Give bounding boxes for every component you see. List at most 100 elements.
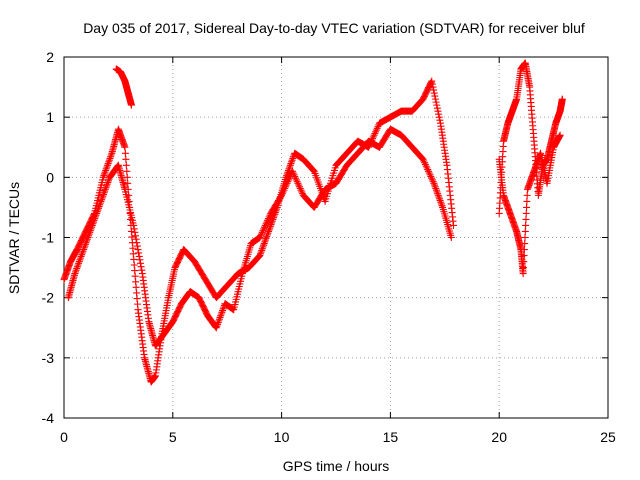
x-tick-label: 0: [60, 429, 68, 445]
data-point: [121, 143, 129, 151]
data-point: [420, 157, 428, 165]
data-point: [430, 86, 438, 94]
data-point: [101, 185, 109, 193]
data-point: [522, 215, 530, 223]
data-point: [426, 171, 434, 179]
data-point: [131, 228, 139, 236]
data-point: [281, 185, 289, 193]
data-point: [423, 164, 431, 172]
data-point: [75, 258, 83, 266]
data-point: [85, 232, 93, 240]
data-point: [80, 244, 88, 252]
data-point: [105, 158, 113, 166]
data-point: [431, 183, 439, 191]
data-point: [291, 172, 299, 180]
data-point: [99, 191, 107, 199]
data-point: [283, 179, 291, 187]
data-point: [266, 222, 274, 230]
data-point: [295, 183, 303, 191]
data-point: [72, 266, 80, 274]
data-point: [434, 190, 442, 198]
data-point: [135, 249, 143, 257]
data-point: [428, 174, 436, 182]
data-point: [294, 179, 302, 187]
data-point: [104, 177, 112, 185]
data-point: [430, 89, 438, 97]
data-point: [263, 233, 271, 241]
data-point: [263, 231, 271, 239]
data-point: [95, 204, 103, 212]
data-point: [104, 161, 112, 169]
data-point: [286, 163, 294, 171]
data-point: [419, 155, 427, 163]
data-point: [372, 128, 380, 136]
data-point: [78, 249, 86, 257]
data-point: [96, 199, 104, 207]
data-point: [309, 166, 317, 174]
data-point: [105, 156, 113, 164]
data-point: [285, 174, 293, 182]
data-point: [82, 239, 90, 247]
x-tick-label: 20: [491, 429, 507, 445]
data-point: [94, 206, 102, 214]
series-bluf-track-a: [60, 77, 458, 386]
data-point: [79, 247, 87, 255]
data-point: [263, 218, 271, 226]
data-point: [97, 197, 105, 205]
data-point: [520, 246, 528, 254]
data-point: [214, 320, 222, 328]
data-point: [286, 161, 294, 169]
data-point: [257, 248, 265, 256]
data-point: [435, 193, 443, 201]
data-point: [434, 107, 442, 115]
data-point: [98, 196, 106, 204]
data-point: [88, 223, 96, 231]
data-point: [217, 310, 225, 318]
data-point: [265, 213, 273, 221]
data-point: [106, 154, 114, 162]
data-point: [260, 225, 268, 233]
data-point: [284, 178, 292, 186]
data-point: [436, 195, 444, 203]
data-point: [437, 200, 445, 208]
data-point: [256, 252, 264, 260]
data-point: [124, 179, 132, 187]
data-point: [425, 169, 433, 177]
data-series: [60, 59, 566, 386]
data-point: [256, 234, 264, 241]
data-point: [282, 181, 290, 189]
data-point: [92, 211, 100, 219]
data-point: [424, 167, 432, 175]
data-point: [430, 179, 438, 187]
data-point: [90, 218, 98, 226]
data-point: [431, 95, 439, 103]
data-point: [73, 263, 81, 271]
data-point: [296, 185, 304, 193]
data-point: [71, 270, 79, 278]
data-point: [84, 234, 92, 241]
data-point: [219, 307, 227, 315]
data-point: [278, 191, 286, 199]
data-point: [428, 80, 436, 88]
data-point: [277, 193, 285, 201]
data-point: [101, 187, 109, 195]
data-point: [96, 201, 104, 209]
data-point: [270, 214, 278, 222]
data-point: [372, 126, 380, 134]
data-point: [422, 162, 430, 170]
data-point: [447, 234, 455, 241]
data-point: [130, 225, 138, 233]
y-tick-label: -1: [42, 230, 55, 246]
data-point: [260, 241, 268, 249]
data-point: [556, 131, 564, 139]
data-point: [436, 116, 444, 124]
data-point: [134, 246, 142, 254]
data-point: [520, 258, 528, 266]
data-point: [219, 305, 227, 313]
data-point: [81, 242, 89, 250]
data-point: [429, 83, 437, 91]
data-point: [258, 245, 266, 253]
data-point: [261, 238, 269, 246]
data-point: [259, 227, 267, 235]
